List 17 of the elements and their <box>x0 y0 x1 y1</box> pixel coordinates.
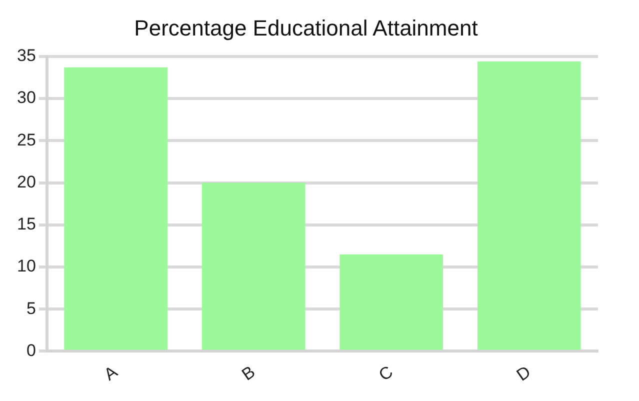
y-tick-label: 30 <box>16 88 36 108</box>
bar <box>64 67 168 350</box>
y-tick-label: 10 <box>16 256 36 276</box>
x-tick-label: B <box>238 362 259 384</box>
y-tick-label: 5 <box>26 298 36 318</box>
y-tick-label: 35 <box>16 46 36 66</box>
y-tick-label: 25 <box>16 130 36 150</box>
bar <box>477 61 581 350</box>
x-tick-label: C <box>375 362 396 385</box>
bar <box>340 254 444 350</box>
y-tick-label: 20 <box>16 172 36 192</box>
bar <box>202 182 306 350</box>
chart-title: Percentage Educational Attainment <box>134 15 478 40</box>
x-tick-label: A <box>100 362 122 384</box>
y-tick-label: 0 <box>26 340 36 360</box>
x-tick-label: D <box>513 362 534 385</box>
y-tick-label: 15 <box>16 214 36 234</box>
